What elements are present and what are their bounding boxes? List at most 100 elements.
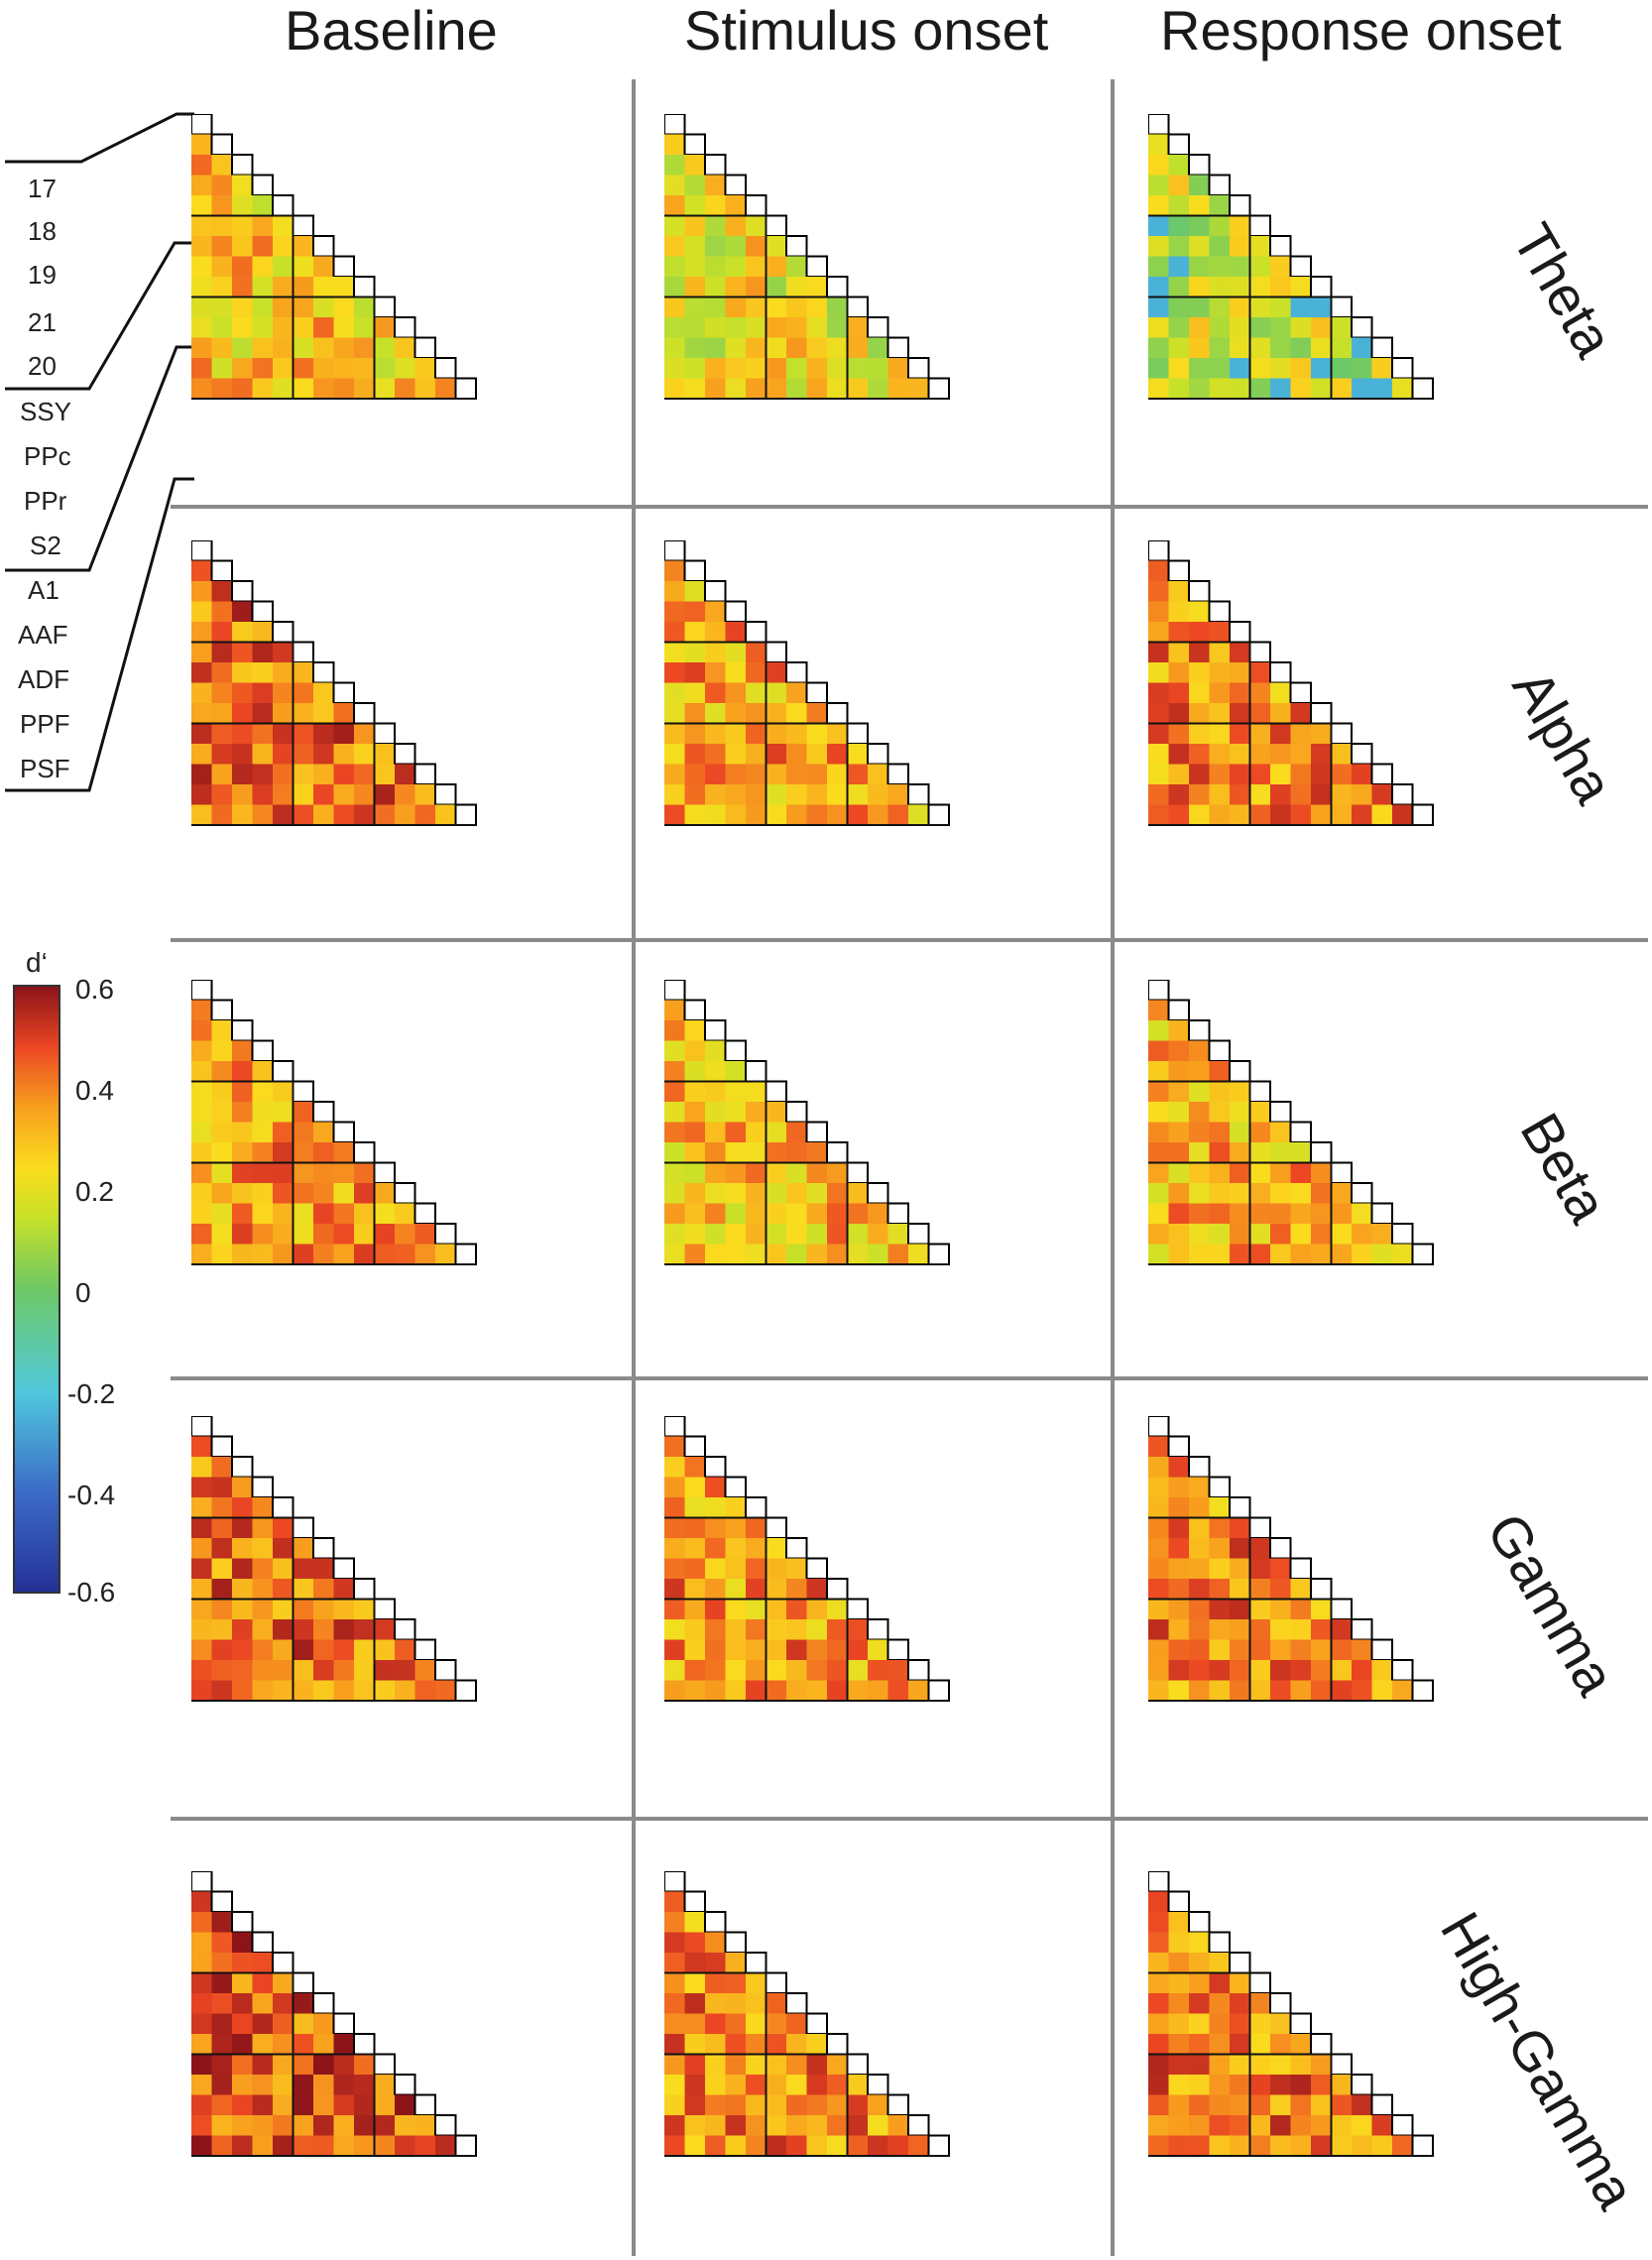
- heatmap-cell: [786, 1203, 807, 1224]
- heatmap-cell: [1230, 1558, 1250, 1579]
- heatmap-cell: [684, 2013, 705, 2034]
- heatmap-cell: [333, 317, 354, 338]
- heatmap-diagonal-cell: [664, 980, 686, 1002]
- heatmap-cell: [806, 2115, 827, 2136]
- heatmap-cell: [766, 1680, 786, 1701]
- heatmap-cell: [746, 337, 767, 358]
- heatmap-cell: [191, 723, 212, 744]
- heatmap-cell: [1148, 2094, 1169, 2115]
- band-title-alpha: Alpha: [1500, 658, 1626, 814]
- heatmap-cell: [806, 703, 827, 724]
- heatmap-diagonal-cell: [353, 1141, 376, 1164]
- heatmap-cell: [191, 622, 212, 643]
- heatmap-cell: [1249, 1203, 1270, 1224]
- heatmap-cell: [1230, 804, 1250, 825]
- heatmap-cell: [847, 784, 868, 805]
- heatmap-cell: [725, 1183, 746, 1204]
- heatmap-diagonal-cell: [1208, 174, 1231, 196]
- heatmap-cell: [232, 317, 253, 338]
- heatmap-cell: [725, 2135, 746, 2156]
- heatmap-cell: [374, 378, 395, 399]
- heatmap-cell: [313, 317, 334, 338]
- heatmap-cell: [211, 2013, 232, 2034]
- heatmap-cell: [806, 764, 827, 784]
- heatmap-cell: [232, 1203, 253, 1224]
- heatmap-diagonal-cell: [1248, 1971, 1271, 1994]
- heatmap-cell: [868, 1660, 888, 1681]
- heatmap-cell: [725, 1203, 746, 1224]
- heatmap-cell: [313, 2034, 334, 2055]
- heatmap-cell: [705, 723, 726, 744]
- heatmap-cell: [191, 642, 212, 662]
- heatmap-cell: [333, 2115, 354, 2136]
- heatmap-cell: [1352, 337, 1372, 358]
- heatmap-cell: [664, 1932, 685, 1953]
- heatmap-diagonal-cell: [292, 214, 314, 237]
- heatmap-cell: [211, 1081, 232, 1102]
- heatmap-cell: [1148, 1972, 1169, 1993]
- heatmap-cell: [664, 2115, 685, 2136]
- heatmap-cell: [746, 662, 767, 683]
- heatmap-cell: [746, 1102, 767, 1123]
- heatmap-cell: [887, 1660, 908, 1681]
- heatmap-panel-beta-baseline: [191, 980, 477, 1265]
- heatmap-cell: [1189, 1517, 1210, 1538]
- region-label: 17: [28, 174, 57, 203]
- heatmap-cell: [1290, 804, 1311, 825]
- heatmap-cell: [211, 1517, 232, 1538]
- heatmap-cell: [1209, 317, 1230, 338]
- heatmap-diagonal-cell: [765, 214, 787, 237]
- heatmap-cell: [354, 804, 375, 825]
- heatmap-cell: [191, 2094, 212, 2115]
- heatmap-cell: [1209, 1660, 1230, 1681]
- heatmap-cell: [827, 2075, 848, 2095]
- heatmap-cell: [1189, 256, 1210, 277]
- heatmap-cell: [664, 2075, 685, 2095]
- heatmap-cell: [1189, 2013, 1210, 2034]
- heatmap-cell: [395, 764, 415, 784]
- heatmap-cell: [1148, 1497, 1169, 1518]
- heatmap-cell: [1249, 1579, 1270, 1600]
- heatmap-cell: [1249, 1142, 1270, 1163]
- heatmap-cell: [191, 1538, 212, 1559]
- heatmap-cell: [705, 662, 726, 683]
- heatmap-cell: [725, 1599, 746, 1619]
- heatmap-cell: [684, 1599, 705, 1619]
- heatmap-cell: [232, 601, 253, 622]
- heatmap-cell: [1209, 784, 1230, 805]
- heatmap-cell: [232, 277, 253, 297]
- heatmap-cell: [1189, 1081, 1210, 1102]
- heatmap-cell: [684, 277, 705, 297]
- heatmap-cell: [273, 236, 294, 257]
- heatmap-cell: [1270, 804, 1291, 825]
- heatmap-cell: [232, 1680, 253, 1701]
- heatmap-cell: [313, 703, 334, 724]
- heatmap-cell: [313, 1579, 334, 1600]
- heatmap-cell: [705, 1477, 726, 1497]
- heatmap-cell: [293, 1619, 313, 1640]
- heatmap-cell: [211, 1619, 232, 1640]
- heatmap-cell: [1290, 1639, 1311, 1660]
- heatmap-cell: [664, 1639, 685, 1660]
- heatmap-cell: [333, 337, 354, 358]
- heatmap-cell: [1148, 1912, 1169, 1933]
- heatmap-cell: [232, 642, 253, 662]
- heatmap-cell: [1209, 358, 1230, 379]
- heatmap-diagonal-cell: [805, 255, 828, 278]
- heatmap-cell: [705, 1081, 726, 1102]
- heatmap-cell: [664, 1122, 685, 1142]
- heatmap-cell: [211, 215, 232, 236]
- heatmap-cell: [273, 1183, 294, 1204]
- heatmap-diagonal-cell: [312, 1101, 335, 1124]
- heatmap-cell: [1352, 784, 1372, 805]
- heatmap-cell: [374, 1224, 395, 1245]
- band-title-gamma: Gamma: [1475, 1502, 1628, 1706]
- heatmap-cell: [293, 2075, 313, 2095]
- heatmap-cell: [232, 1081, 253, 1102]
- heatmap-cell: [746, 2115, 767, 2136]
- heatmap-cell: [252, 2094, 273, 2115]
- heatmap-cell: [746, 2034, 767, 2055]
- heatmap-diagonal-cell: [1269, 1992, 1292, 2015]
- heatmap-cell: [1148, 134, 1169, 155]
- heatmap-cell: [354, 358, 375, 379]
